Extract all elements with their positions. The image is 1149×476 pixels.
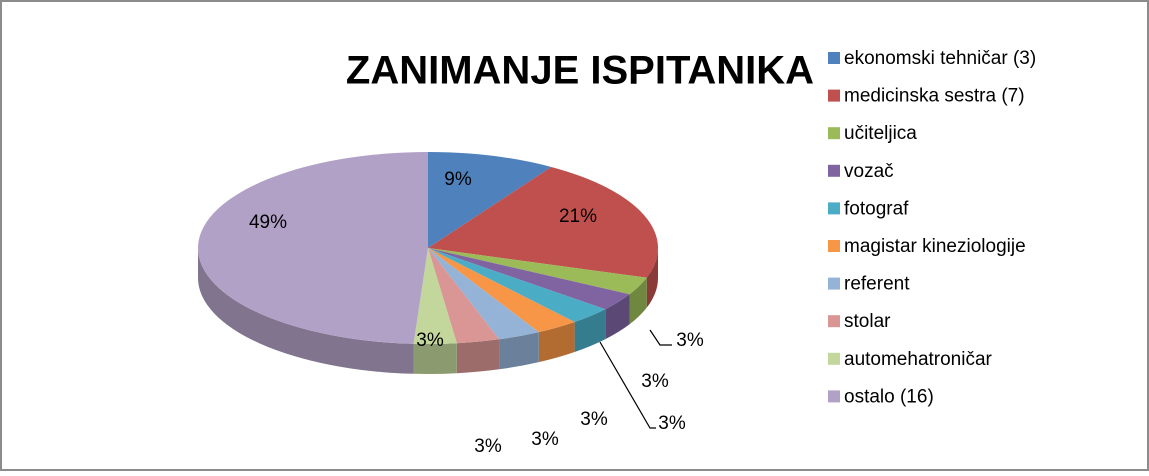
data-label: 9% <box>444 169 472 190</box>
chart-title: ZANIMANJE ISPITANIKA <box>346 49 814 93</box>
legend-swatch <box>828 52 840 64</box>
pie-side <box>499 332 539 370</box>
legend-swatch <box>828 89 840 102</box>
pie-side <box>456 339 500 374</box>
pie-slice <box>413 248 457 345</box>
legend-label: ekonomski tehničar (3) <box>844 48 1036 69</box>
pie-slice <box>428 248 630 310</box>
legend-label: magistar kineziologije <box>844 236 1026 257</box>
data-label: 3% <box>580 409 608 430</box>
legend-label: učiteljica <box>844 123 917 144</box>
legend-label: fotograf <box>844 198 909 219</box>
pie-slice <box>428 248 575 333</box>
legend-swatch <box>828 315 840 328</box>
pie-slice <box>428 166 658 278</box>
legend-swatch <box>828 390 840 403</box>
data-label: 49% <box>249 212 287 233</box>
pie-side <box>197 248 414 374</box>
pie-side <box>574 309 606 352</box>
data-label: 3% <box>658 413 686 434</box>
data-label: 3% <box>416 330 444 351</box>
data-label: 3% <box>641 371 669 392</box>
pie-slice <box>197 152 428 344</box>
data-label: 3% <box>531 429 559 450</box>
pie-slice <box>428 248 539 340</box>
legend-swatch <box>828 164 840 177</box>
data-label: 3% <box>676 330 704 351</box>
legend-label: referent <box>844 274 910 295</box>
legend-label: ostalo (16) <box>844 386 934 407</box>
pie-slice <box>428 152 552 248</box>
legend-label: stolar <box>844 311 891 332</box>
data-label: 3% <box>474 436 502 457</box>
pie-side <box>413 343 457 374</box>
legend-label: vozač <box>844 161 894 182</box>
legend-label: medicinska sestra (7) <box>844 86 1025 107</box>
legend-swatch <box>828 202 840 215</box>
pie-slice <box>428 248 500 344</box>
pie-slice <box>428 248 606 322</box>
legend-swatch <box>828 127 840 140</box>
data-label: 21% <box>559 206 597 227</box>
pie-side <box>646 248 658 308</box>
legend-label: automehatroničar <box>844 349 993 370</box>
pie-side <box>605 294 630 340</box>
leader-line <box>599 341 656 429</box>
legend-swatch <box>828 240 840 252</box>
legend-swatch <box>828 277 840 290</box>
pie-side <box>538 321 575 363</box>
legend-swatch <box>828 352 840 365</box>
pie-side <box>629 277 647 325</box>
leader-line <box>649 329 672 346</box>
pie-slice <box>428 248 647 295</box>
